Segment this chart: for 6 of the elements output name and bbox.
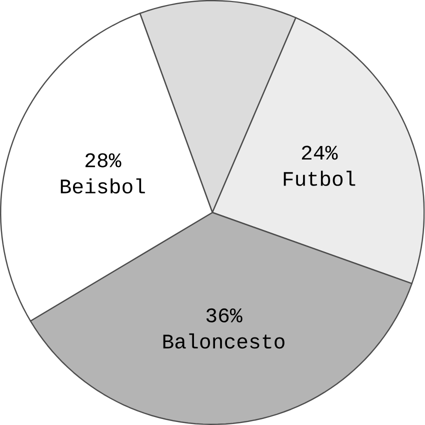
data-label: 24% — [302, 146, 338, 160]
slice-label: Beisbol — [61, 178, 146, 194]
slice-label: Futbol — [284, 170, 356, 186]
data-label: 28% — [86, 153, 122, 168]
data-label: 36% — [206, 308, 242, 322]
slice-label: Baloncesto — [164, 333, 285, 349]
